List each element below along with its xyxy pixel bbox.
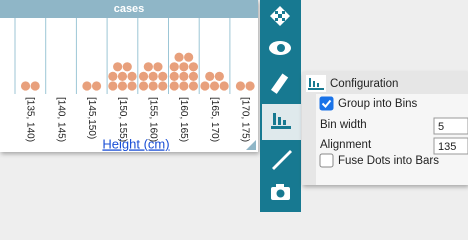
dot xyxy=(179,81,189,91)
bin-label: [150, 155) xyxy=(117,97,128,142)
dot xyxy=(82,81,92,91)
fuse-dots-label: Fuse Dots into Bars xyxy=(338,155,439,167)
bin-width-input[interactable] xyxy=(433,117,468,135)
bin-label: [160, 165) xyxy=(178,97,189,142)
dot xyxy=(127,81,137,91)
title-bar[interactable] xyxy=(0,0,258,18)
toolbar xyxy=(260,0,301,212)
dot xyxy=(148,71,158,81)
group-bins-label: Group into Bins xyxy=(338,98,418,110)
alignment-value: 135 xyxy=(438,141,456,153)
dot xyxy=(209,81,220,91)
dot xyxy=(214,71,224,81)
checkmark xyxy=(321,99,332,108)
bin-label: [145,150) xyxy=(86,97,97,139)
dot xyxy=(108,71,118,81)
bin-label: [140, 145) xyxy=(55,97,66,142)
dot xyxy=(219,81,229,91)
dot xyxy=(169,71,179,81)
bin-label: [135, 140) xyxy=(25,97,36,142)
dot xyxy=(127,71,137,81)
dot xyxy=(179,71,189,81)
checkbox-box xyxy=(319,96,334,111)
dot xyxy=(153,62,163,72)
dot xyxy=(138,71,149,81)
scale-tool[interactable] xyxy=(270,6,290,26)
config-title: Configuration xyxy=(330,78,398,90)
config-icon xyxy=(306,75,326,92)
x-axis-label[interactable]: Height (cm) xyxy=(102,136,169,151)
alignment-input[interactable] xyxy=(433,137,468,155)
dot xyxy=(30,81,40,91)
ruler-tool[interactable] xyxy=(270,73,289,94)
dot xyxy=(117,81,128,91)
dot xyxy=(188,81,199,91)
dot xyxy=(91,81,102,91)
dot xyxy=(184,52,194,62)
hide-show-tool[interactable] xyxy=(269,41,291,55)
resize-handle[interactable] xyxy=(246,140,256,150)
graph-title: cases xyxy=(114,3,145,15)
dot xyxy=(179,62,189,72)
bin-label: [155, 160) xyxy=(148,97,159,142)
group-bins-checkbox[interactable] xyxy=(319,96,334,111)
dot xyxy=(20,81,31,91)
dot xyxy=(174,52,184,62)
dot xyxy=(235,81,246,91)
config-tool-selected[interactable] xyxy=(262,104,301,140)
camera-tool[interactable] xyxy=(271,184,290,200)
checkbox-box xyxy=(319,153,334,168)
dot xyxy=(113,62,123,72)
fuse-dots-checkbox[interactable] xyxy=(319,153,334,168)
dot xyxy=(158,81,168,91)
alignment-label: Alignment xyxy=(320,139,372,151)
dot xyxy=(158,71,168,81)
dot xyxy=(117,71,128,81)
dot xyxy=(143,62,153,72)
bin-label: [170, 175) xyxy=(240,97,251,142)
dot xyxy=(200,81,210,91)
bin-width-value: 5 xyxy=(438,121,444,133)
screen: cases [135, 140) [140, 145) [145,150) [150,… xyxy=(0,0,468,212)
dot xyxy=(188,71,199,81)
dot xyxy=(138,81,149,91)
plot: [135, 140) [140, 145) [145,150) [150, 155) [… xyxy=(14,18,262,142)
dot xyxy=(169,62,179,72)
dot xyxy=(205,71,215,81)
style-tool[interactable] xyxy=(272,150,292,170)
dot xyxy=(245,81,255,91)
dot xyxy=(169,81,179,91)
dot xyxy=(148,81,158,91)
config-panel: Configuration Group into Bins Bin width … xyxy=(302,72,468,185)
dot xyxy=(122,62,132,72)
page: cases [135, 140) [140, 145) [145,150) [150,… xyxy=(0,0,468,212)
bin-label: [165, 170) xyxy=(209,97,220,142)
graph-panel: cases [135, 140) [140, 145) [145,150) [150,… xyxy=(0,0,262,152)
dot xyxy=(188,62,199,72)
bin-width-label: Bin width xyxy=(320,119,367,131)
dot xyxy=(108,81,118,91)
config-tool-icon xyxy=(271,113,291,129)
